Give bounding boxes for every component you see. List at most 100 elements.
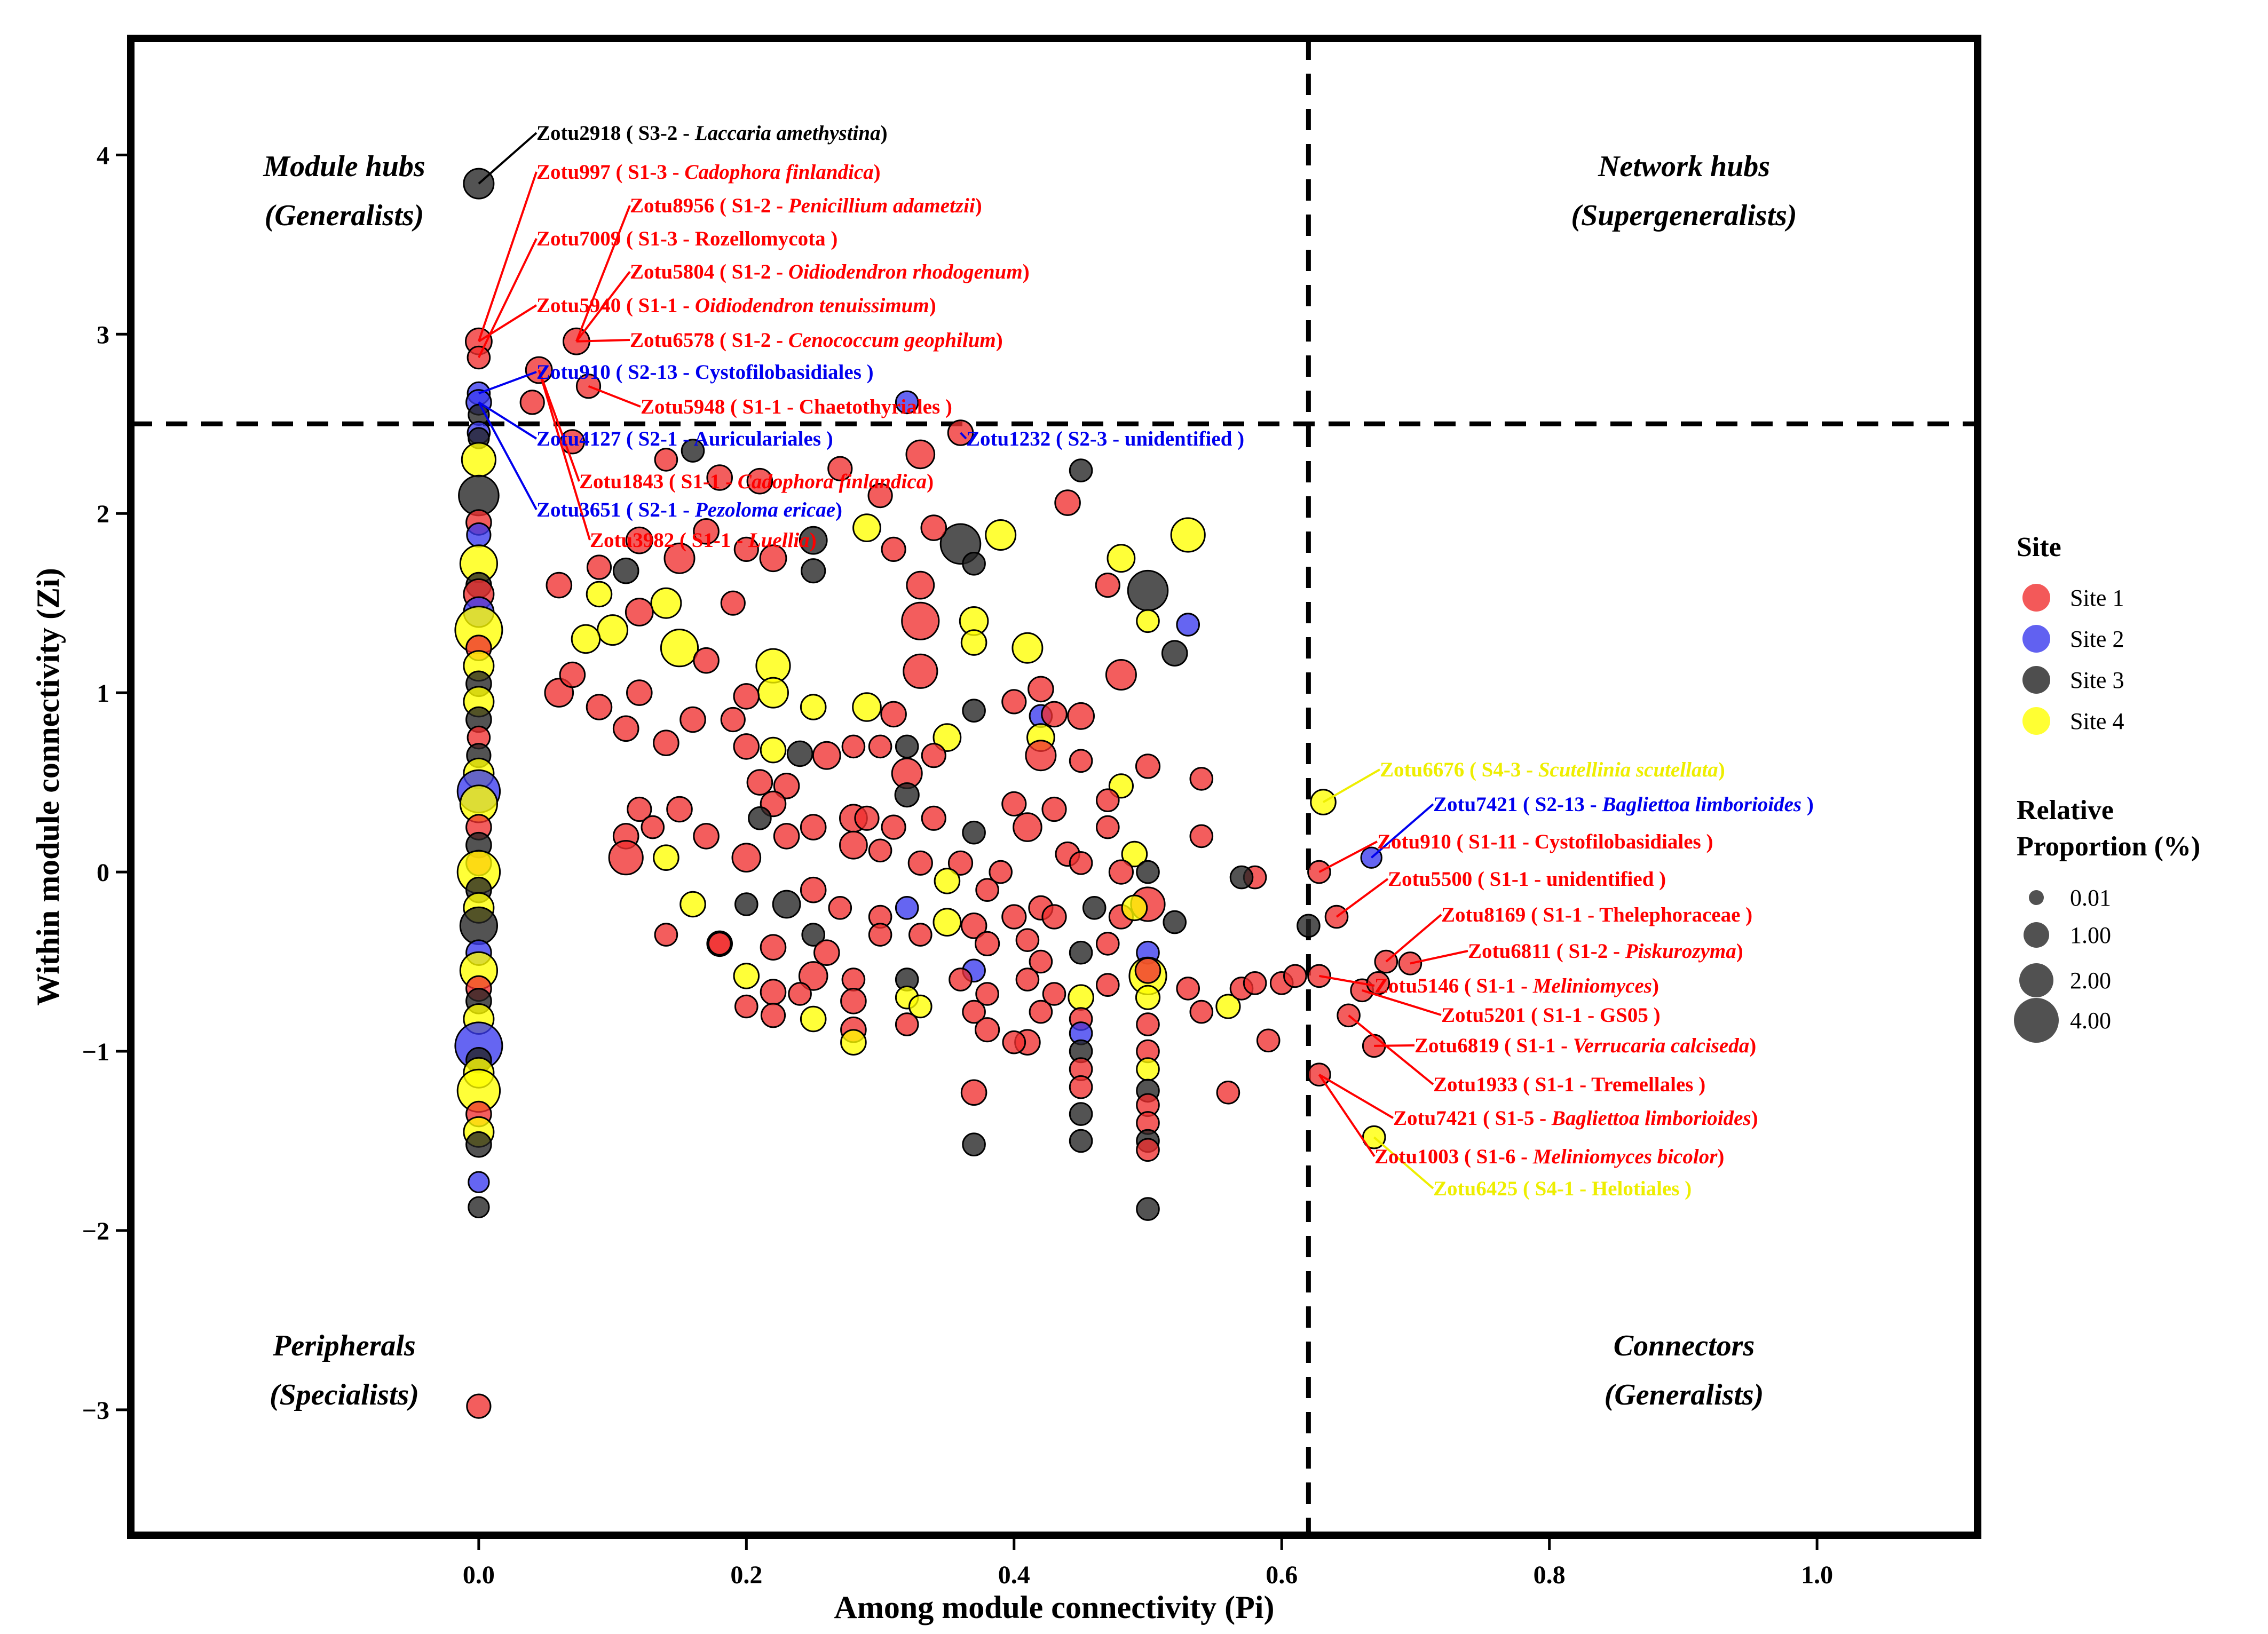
data-point [975,878,999,902]
data-point [641,815,665,839]
data-point [1121,894,1148,922]
annotation-leader [1348,1014,1434,1085]
data-point [839,830,868,860]
data-point [654,923,678,947]
site-legend-label: Site 4 [2070,708,2124,734]
y-tick-label: 1 [97,679,109,708]
size-legend-swatch [2014,998,2059,1043]
data-point [625,598,654,626]
annotation-leader [538,369,591,541]
data-point [933,908,962,937]
annotation-label: Zotu8169 ( S1-1 - Thelephoraceae ) [1441,903,1752,926]
annotation-label: Zotu4127 ( S2-1 - Auriculariales ) [536,427,833,450]
annotation-leader [478,132,538,185]
data-point [660,629,699,668]
data-point [934,868,961,894]
data-point [1107,544,1136,573]
data-point [960,1079,987,1106]
data-point [1054,489,1081,516]
data-point [1029,1000,1053,1024]
data-point [921,805,946,831]
data-point [1256,1028,1281,1053]
site-legend-label: Site 1 [2070,585,2124,611]
data-point [840,988,867,1014]
data-point [1069,940,1093,965]
data-point [772,890,801,919]
annotation-label: Zotu8956 ( S1-2 - Penicillium adametzii) [630,194,982,217]
data-point [895,896,919,920]
data-point [1013,812,1042,842]
site-legend-swatch [2022,707,2050,735]
data-point [921,743,946,768]
annotation-leader [1318,1074,1376,1157]
x-tick-label: 0.4 [998,1561,1030,1589]
y-tick-label: 4 [97,141,109,170]
data-point [773,773,800,799]
y-tick-label: 3 [97,321,109,349]
data-point [1135,985,1161,1010]
data-point [947,850,974,876]
data-point [1163,910,1187,934]
quadrant-label: Connectors (Generalists) [1605,1329,1764,1411]
data-point [1069,851,1093,875]
data-point [1215,994,1241,1019]
data-point [1041,796,1067,822]
annotation-label: Zotu1933 ( S1-1 - Tremellales ) [1433,1073,1705,1096]
data-point [975,982,999,1006]
annotation-label: Zotu2918 ( S3-2 - Laccaria amethystina) [536,122,888,145]
data-point [759,544,787,573]
data-point [962,1132,986,1156]
data-point [813,939,840,966]
data-point [907,850,933,876]
data-point [975,931,1000,957]
data-point [1176,613,1200,637]
data-point [905,439,936,470]
y-tick-label: 2 [97,500,109,528]
data-point [1136,860,1160,884]
data-point [1127,569,1169,612]
annotation-label: Zotu6425 ( S4-1 - Helotiales ) [1433,1177,1692,1200]
data-point [960,629,987,656]
data-point [841,734,866,759]
data-point [868,734,892,759]
annotation-leader [1410,950,1468,965]
annotation-leader [575,271,631,342]
quadrant-labels: Module hubs (Generalists) Network hubs (Sup… [263,150,1797,1411]
annotation-leader [1318,1073,1394,1119]
data-point [559,661,586,688]
x-tick-label: 0.8 [1534,1561,1566,1589]
data-point [519,390,545,415]
data-point [827,456,853,481]
data-point [801,558,826,584]
data-point [746,467,773,495]
data-point [895,1012,919,1036]
data-point [612,557,639,584]
data-point [1307,964,1331,988]
data-point [681,439,705,463]
quadrant-label: Peripherals (Specialists) [270,1329,419,1411]
annotation-leader [1370,803,1434,859]
data-point [1028,676,1054,703]
data-point [1189,767,1214,791]
site-legend-title: Site [2017,532,2061,562]
data-point [1041,904,1067,930]
data-point [801,923,825,947]
data-point [908,994,933,1019]
annotation-leader [478,238,538,358]
data-point [468,1196,490,1219]
site-legend-swatch [2022,666,2050,694]
data-point [840,1029,867,1056]
annotation-label: Zotu3651 ( S2-1 - Pezoloma ericae) [536,498,842,521]
data-point [800,814,827,840]
data-point [773,823,800,850]
x-axis-title: Among module connectivity (Pi) [834,1590,1275,1625]
data-point [828,896,852,920]
annotation-label: Zotu997 ( S1-3 - Cadophora finlandica) [536,161,881,184]
site-legend-label: Site 2 [2070,626,2124,652]
data-point [757,677,789,709]
size-legend-label: 4.00 [2070,1008,2111,1034]
site-legend-label: Site 3 [2070,667,2124,693]
annotation-label: Zotu6676 ( S4-3 - Scutellinia scutellata… [1380,758,1725,781]
size-legend-swatch [2019,963,2053,997]
